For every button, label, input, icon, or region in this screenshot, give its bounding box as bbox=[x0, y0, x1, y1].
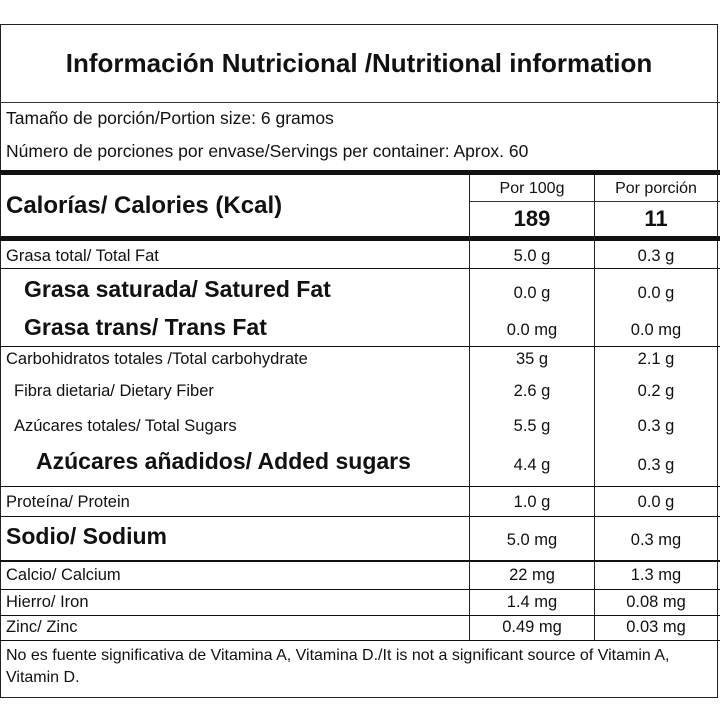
nutrient-label: Hierro/ Iron bbox=[6, 593, 89, 611]
nutrient-label: Grasa saturada/ Satured Fat bbox=[24, 276, 331, 302]
nutrient-label: Calcio/ Calcium bbox=[6, 566, 121, 584]
row-divider bbox=[0, 640, 720, 641]
nutrient-value-per-100g: 5.0 g bbox=[513, 247, 551, 265]
row-divider bbox=[0, 268, 720, 269]
nutrient-label: Sodio/ Sodium bbox=[6, 523, 167, 549]
calories-label: Calorías/ Calories (Kcal) bbox=[6, 192, 283, 219]
nutrient-label: Carbohidratos totales /Total carbohydrat… bbox=[6, 350, 308, 368]
nutrition-label bbox=[0, 24, 718, 698]
nutrient-value-per-100g: 2.6 g bbox=[513, 382, 551, 400]
nutrient-value-per-portion: 2.1 g bbox=[637, 350, 675, 368]
calories-per-100g: 189 bbox=[513, 206, 551, 231]
nutrient-value-per-portion: 0.3 mg bbox=[630, 531, 682, 549]
nutrient-value-per-100g: 1.4 mg bbox=[506, 593, 558, 611]
nutrient-value-per-100g: 0.49 mg bbox=[502, 618, 562, 636]
page-title: Información Nutricional /Nutritional inf… bbox=[65, 48, 653, 78]
nutrient-label: Azúcares añadidos/ Added sugars bbox=[36, 448, 411, 474]
nutrient-value-per-portion: 0.03 mg bbox=[626, 618, 686, 636]
row-divider bbox=[0, 346, 720, 347]
servings-per-container: Número de porciones por envase/Servings … bbox=[6, 141, 529, 161]
nutrient-value-per-portion: 0.0 g bbox=[637, 493, 675, 511]
column-divider bbox=[469, 175, 470, 641]
nutrient-value-per-portion: 0.3 g bbox=[637, 247, 675, 265]
nutrient-value-per-portion: 0.0 mg bbox=[630, 321, 682, 339]
divider bbox=[470, 201, 720, 202]
row-divider bbox=[0, 615, 720, 616]
footnote: No es fuente significativa de Vitamina A… bbox=[6, 647, 670, 686]
nutrient-label: Zinc/ Zinc bbox=[6, 618, 78, 636]
nutrient-label: Grasa total/ Total Fat bbox=[6, 247, 159, 265]
calories-per-portion: 11 bbox=[644, 206, 668, 231]
nutrient-label: Fibra dietaria/ Dietary Fiber bbox=[14, 382, 214, 400]
nutrient-value-per-100g: 4.4 g bbox=[513, 456, 551, 474]
nutrient-value-per-portion: 1.3 mg bbox=[630, 566, 682, 584]
nutrient-value-per-100g: 35 g bbox=[515, 350, 549, 368]
nutrient-value-per-portion: 0.2 g bbox=[637, 382, 675, 400]
divider bbox=[0, 102, 720, 103]
nutrient-value-per-100g: 5.0 mg bbox=[506, 531, 558, 549]
nutrient-value-per-100g: 0.0 g bbox=[513, 284, 551, 302]
row-divider bbox=[0, 589, 720, 590]
portion-size: Tamaño de porción/Portion size: 6 gramos bbox=[6, 108, 334, 128]
divider-thick bbox=[0, 236, 720, 241]
row-divider bbox=[0, 516, 720, 517]
nutrient-value-per-100g: 0.0 mg bbox=[506, 321, 558, 339]
nutrient-value-per-100g: 1.0 g bbox=[513, 493, 551, 511]
nutrient-value-per-100g: 5.5 g bbox=[513, 417, 551, 435]
nutrient-label: Grasa trans/ Trans Fat bbox=[24, 314, 267, 340]
divider-thick bbox=[0, 170, 720, 175]
column-header-per-100g: Por 100g bbox=[499, 180, 565, 197]
nutrient-value-per-portion: 0.08 mg bbox=[626, 593, 686, 611]
row-divider bbox=[0, 560, 720, 562]
column-divider bbox=[594, 175, 595, 641]
row-divider bbox=[0, 486, 720, 487]
nutrient-value-per-portion: 0.3 g bbox=[637, 417, 675, 435]
nutrient-label: Proteína/ Protein bbox=[6, 493, 130, 511]
nutrient-value-per-portion: 0.0 g bbox=[637, 284, 675, 302]
column-header-per-portion: Por porción bbox=[615, 180, 697, 197]
nutrient-value-per-100g: 22 mg bbox=[509, 566, 555, 584]
nutrient-value-per-portion: 0.3 g bbox=[637, 456, 675, 474]
nutrient-label: Azúcares totales/ Total Sugars bbox=[14, 417, 237, 435]
